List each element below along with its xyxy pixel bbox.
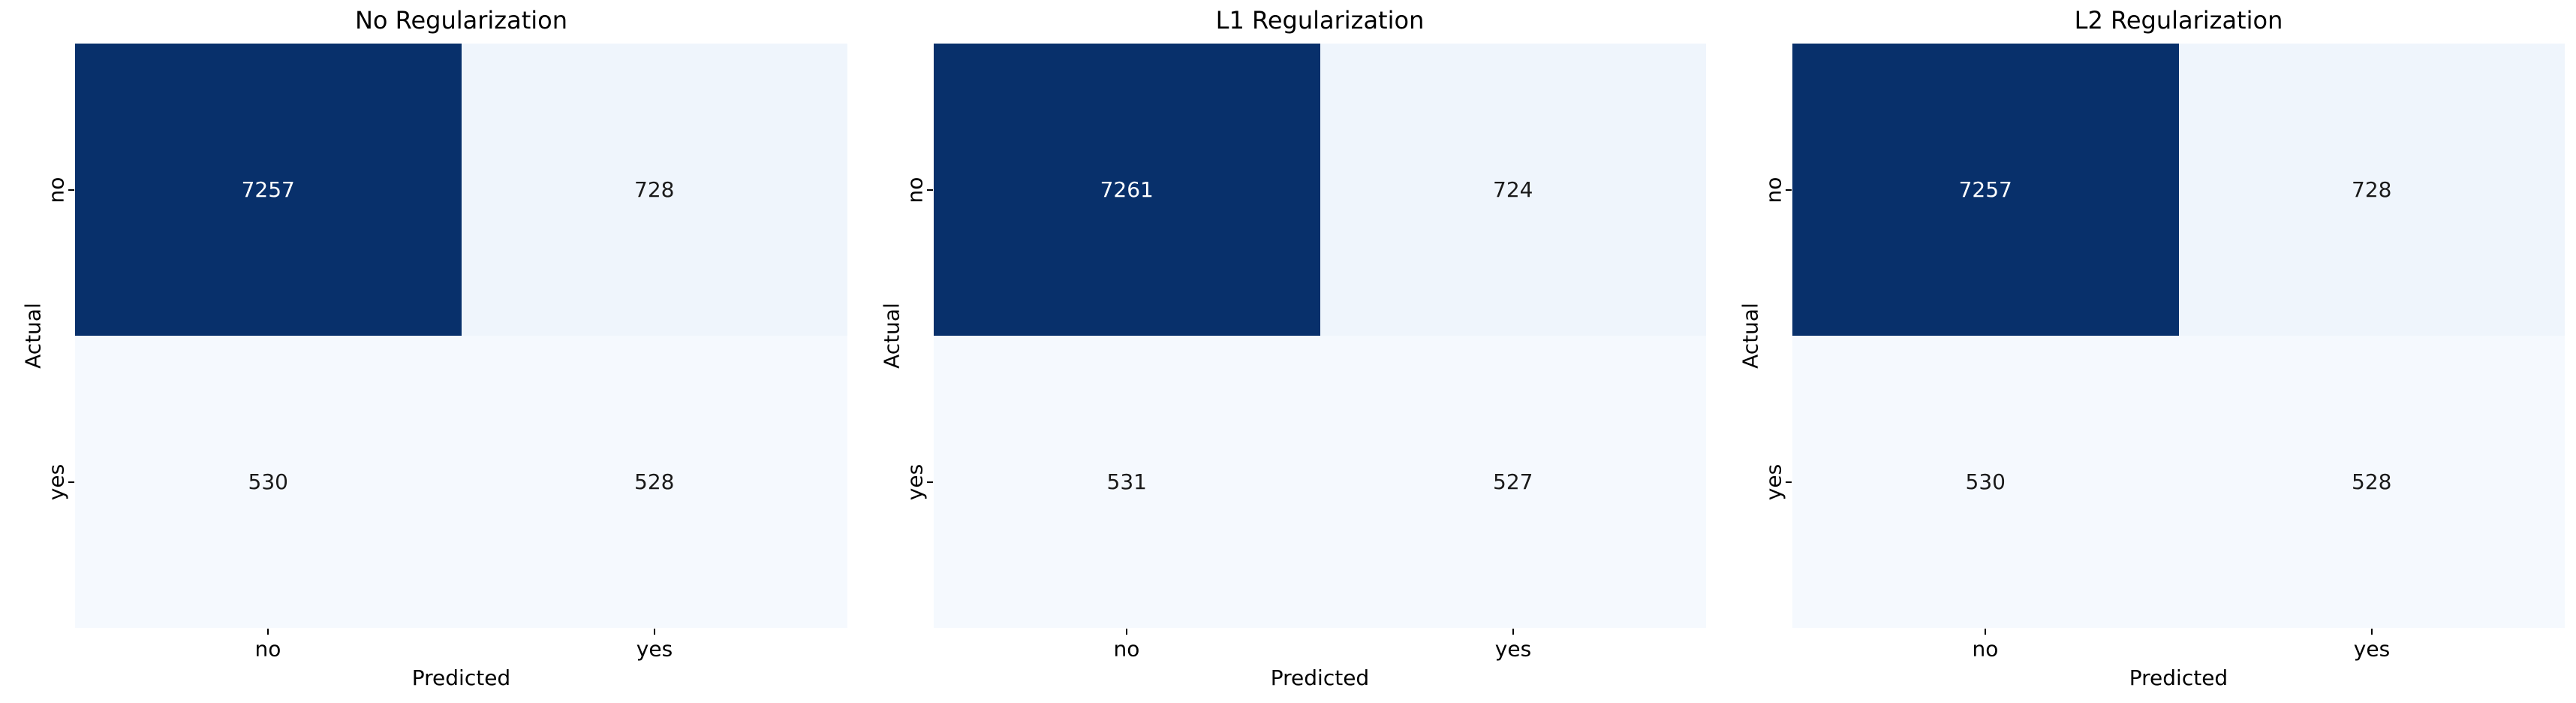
x-tick-mark bbox=[1126, 629, 1127, 635]
heatmap-cell-false-negative: 531 bbox=[934, 336, 1320, 628]
y-tick-mark bbox=[927, 189, 933, 191]
heatmap-cell-false-negative: 530 bbox=[1792, 336, 2179, 628]
panel-no-regularization: No Regularization Actual no yes 7257 728… bbox=[0, 0, 859, 703]
heatmap-cell-false-positive: 728 bbox=[2178, 44, 2565, 336]
panel-l2-regularization: L2 Regularization Actual no yes 7257 728… bbox=[1717, 0, 2576, 703]
y-tick-label-yes: yes bbox=[902, 463, 928, 501]
x-tick-mark bbox=[1985, 629, 1986, 635]
y-tick-label-no: no bbox=[902, 177, 928, 204]
x-tick-label-yes: yes bbox=[2353, 636, 2391, 662]
chart-title: L2 Regularization bbox=[2074, 6, 2283, 35]
x-tick-label-yes: yes bbox=[636, 636, 673, 662]
heatmap-cell-false-positive: 728 bbox=[461, 44, 847, 336]
y-axis-label: Actual bbox=[1738, 303, 1763, 369]
x-tick-mark bbox=[267, 629, 269, 635]
heatmap: 7257 728 530 528 bbox=[75, 44, 847, 628]
heatmap-cell-false-negative: 530 bbox=[75, 336, 462, 628]
heatmap-cell-true-negative: 7257 bbox=[1792, 44, 2179, 336]
heatmap: 7261 724 531 527 bbox=[934, 44, 1706, 628]
x-tick-mark bbox=[2371, 629, 2373, 635]
y-tick-mark bbox=[927, 481, 933, 483]
heatmap-cell-true-positive: 528 bbox=[461, 336, 847, 628]
heatmap-cell-true-negative: 7257 bbox=[75, 44, 462, 336]
x-axis-label: Predicted bbox=[1270, 665, 1370, 690]
heatmap-cell-true-positive: 528 bbox=[2178, 336, 2565, 628]
x-axis-label: Predicted bbox=[2129, 665, 2228, 690]
x-axis-label: Predicted bbox=[411, 665, 511, 690]
x-tick-label-no: no bbox=[254, 636, 281, 662]
y-tick-mark bbox=[1786, 481, 1792, 483]
y-tick-label-no: no bbox=[44, 177, 69, 204]
chart-title: No Regularization bbox=[354, 6, 567, 35]
y-tick-mark bbox=[68, 189, 74, 191]
x-tick-mark bbox=[654, 629, 655, 635]
y-axis-label: Actual bbox=[879, 303, 904, 369]
heatmap-cell-true-positive: 527 bbox=[1320, 336, 1706, 628]
y-tick-label-yes: yes bbox=[44, 463, 69, 501]
x-tick-mark bbox=[1512, 629, 1514, 635]
chart-title: L1 Regularization bbox=[1215, 6, 1425, 35]
y-tick-mark bbox=[1786, 189, 1792, 191]
heatmap: 7257 728 530 528 bbox=[1792, 44, 2565, 628]
y-axis-label: Actual bbox=[20, 303, 46, 369]
y-tick-mark bbox=[68, 481, 74, 483]
x-tick-label-no: no bbox=[1972, 636, 1999, 662]
heatmap-cell-true-negative: 7261 bbox=[934, 44, 1320, 336]
y-tick-label-yes: yes bbox=[1761, 463, 1786, 501]
x-tick-label-yes: yes bbox=[1494, 636, 1532, 662]
x-tick-label-no: no bbox=[1113, 636, 1140, 662]
heatmap-cell-false-positive: 724 bbox=[1320, 44, 1706, 336]
y-tick-label-no: no bbox=[1761, 177, 1786, 204]
panel-l1-regularization: L1 Regularization Actual no yes 7261 724… bbox=[859, 0, 1717, 703]
